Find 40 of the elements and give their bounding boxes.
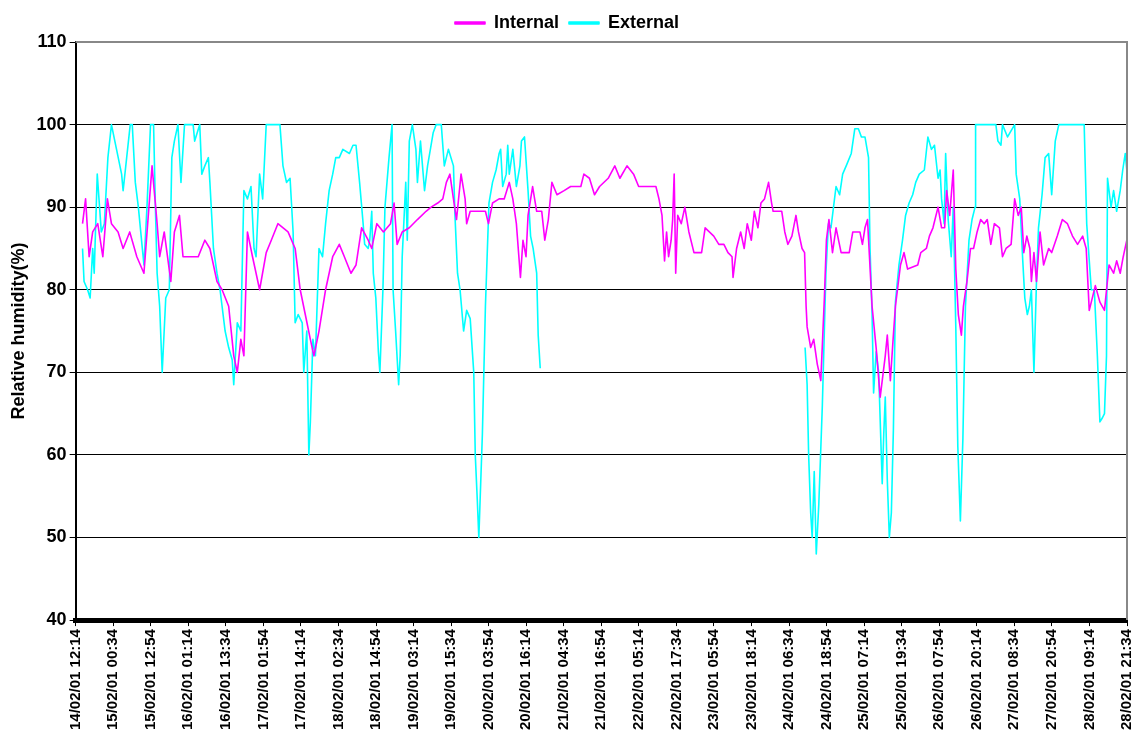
x-tick-label: 15/02/01 00:34 bbox=[103, 628, 121, 730]
x-tick-label: 16/02/01 01:14 bbox=[178, 628, 196, 730]
y-tick-label: 40 bbox=[46, 609, 67, 630]
x-tick-label: 17/02/01 01:54 bbox=[253, 628, 271, 730]
x-tick-label: 28/02/01 21:34 bbox=[1117, 628, 1135, 730]
x-tick-label: 18/02/01 14:54 bbox=[366, 628, 384, 730]
x-tick-label: 22/02/01 05:14 bbox=[629, 628, 647, 730]
x-tick-label: 25/02/01 19:34 bbox=[891, 628, 909, 730]
x-tick-label: 21/02/01 16:54 bbox=[591, 628, 609, 730]
x-tick-label: 20/02/01 03:54 bbox=[478, 628, 496, 730]
x-tick-label: 24/02/01 06:34 bbox=[779, 628, 797, 730]
x-tick-label: 25/02/01 07:14 bbox=[854, 628, 872, 730]
legend-label: Internal bbox=[493, 11, 559, 32]
x-tick-label: 19/02/01 15:34 bbox=[441, 628, 459, 730]
legend-label: External bbox=[607, 11, 680, 32]
x-tick-label: 15/02/01 12:54 bbox=[140, 628, 158, 730]
y-tick-label: 80 bbox=[46, 278, 67, 299]
y-tick-label: 100 bbox=[36, 113, 67, 134]
x-tick-label: 19/02/01 03:14 bbox=[403, 628, 421, 730]
x-tick-label: 23/02/01 18:14 bbox=[741, 628, 759, 730]
y-tick-label: 60 bbox=[46, 443, 67, 464]
x-tick-label: 18/02/01 02:34 bbox=[328, 628, 346, 730]
x-tick-label: 20/02/01 16:14 bbox=[516, 628, 534, 730]
x-tick-label: 16/02/01 13:34 bbox=[215, 628, 233, 730]
y-tick-label: 90 bbox=[46, 196, 67, 217]
x-tick-label: 22/02/01 17:34 bbox=[666, 628, 684, 730]
x-tick-label: 21/02/01 04:34 bbox=[553, 628, 571, 730]
x-tick-label: 27/02/01 08:34 bbox=[1004, 628, 1022, 730]
x-tick-label: 28/02/01 09:14 bbox=[1079, 628, 1097, 730]
x-tick-label: 27/02/01 20:54 bbox=[1042, 628, 1060, 730]
x-tick-label: 17/02/01 14:14 bbox=[291, 628, 309, 730]
y-tick-label: 110 bbox=[37, 30, 67, 51]
x-tick-label: 26/02/01 07:54 bbox=[929, 628, 947, 730]
x-tick-label: 24/02/01 18:54 bbox=[816, 628, 834, 730]
x-tick-label: 26/02/01 20:14 bbox=[966, 628, 984, 730]
y-tick-label: 50 bbox=[46, 526, 67, 547]
y-axis-title: Relative humidity(%) bbox=[7, 242, 28, 420]
y-tick-label: 70 bbox=[46, 361, 67, 382]
x-tick-label: 23/02/01 05:54 bbox=[704, 628, 722, 730]
x-tick-label: 14/02/01 12:14 bbox=[65, 628, 83, 730]
